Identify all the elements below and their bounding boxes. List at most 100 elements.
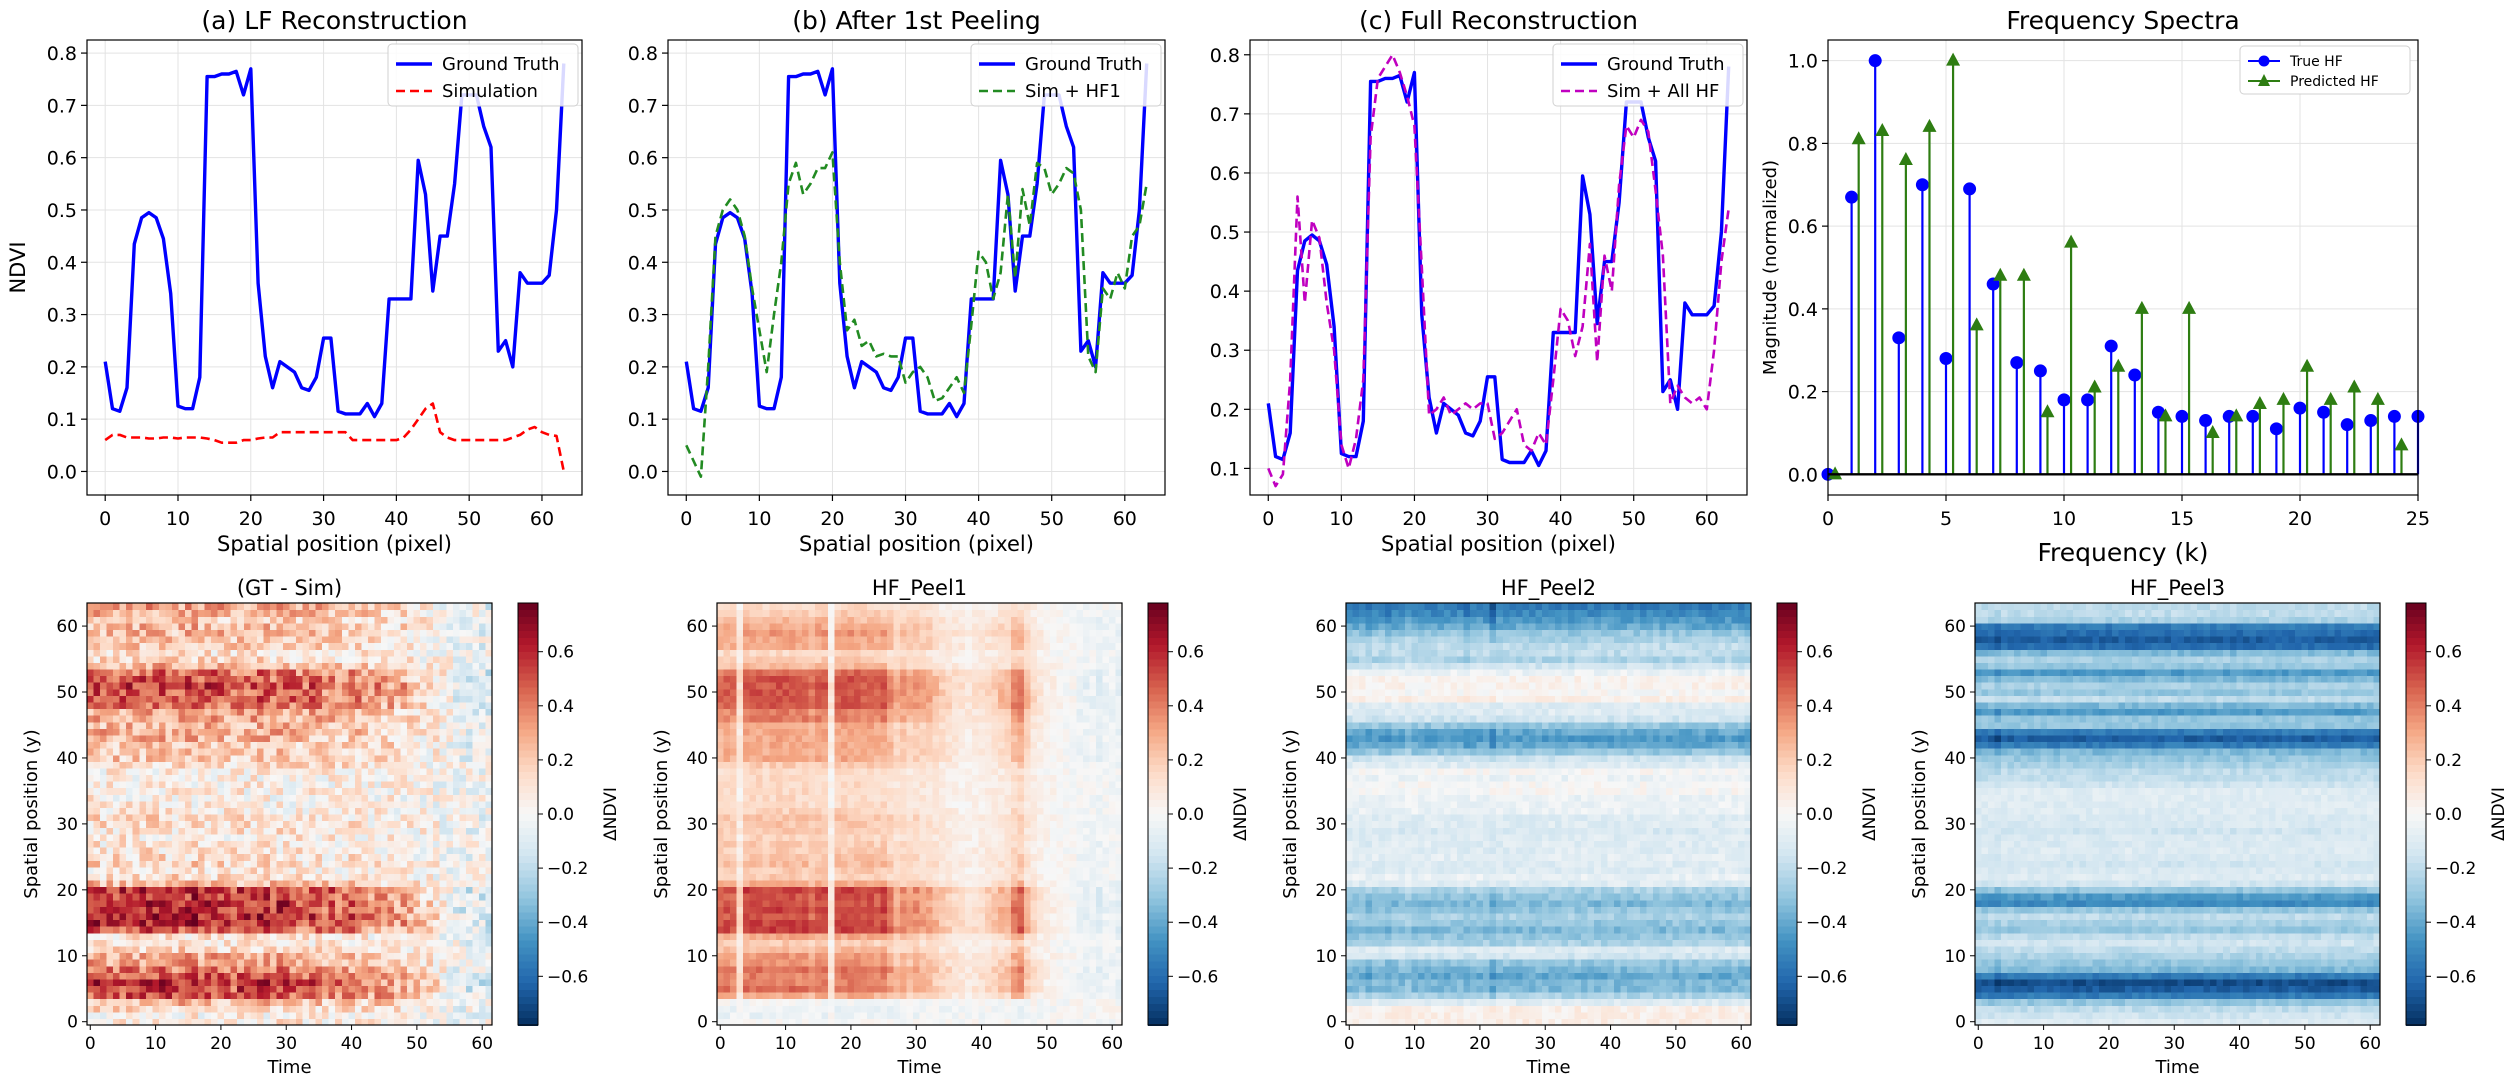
heatmap-cell	[446, 774, 454, 782]
heatmap-cell	[400, 741, 408, 749]
heatmap-cell	[158, 688, 166, 696]
heatmap-cell	[387, 827, 395, 835]
heatmap-cell	[315, 668, 323, 677]
heatmap-cell	[322, 781, 330, 789]
heatmap-cell	[178, 807, 186, 815]
heatmap-cell	[93, 972, 101, 980]
heatmap-cell	[465, 992, 473, 1000]
heatmap-cell	[296, 741, 304, 749]
heatmap-cell	[269, 741, 278, 749]
heatmap-cell	[407, 893, 415, 901]
heatmap-cell	[282, 800, 291, 808]
heatmap-cell	[230, 701, 238, 710]
heatmap-cell	[302, 814, 310, 822]
heatmap-cell	[387, 814, 395, 822]
heatmap-cell	[880, 992, 888, 1000]
heatmap-cell	[1043, 985, 1051, 993]
heatmap-cell	[178, 853, 186, 861]
heatmap-cell	[361, 655, 369, 663]
heatmap-cell	[322, 754, 330, 762]
x-axis-label: Spatial position (pixel)	[217, 532, 452, 556]
heatmap-cell	[452, 787, 460, 795]
heatmap-cell	[269, 978, 278, 987]
heatmap-cell	[361, 886, 369, 894]
heatmap-cell	[374, 794, 382, 802]
heatmap-cell	[433, 721, 441, 729]
heatmap-cell	[400, 609, 408, 617]
heatmap-cell	[165, 932, 173, 940]
heatmap-cell	[322, 748, 330, 756]
y-tick-label: 0.8	[628, 43, 658, 65]
heatmap-cell	[100, 668, 108, 677]
heatmap-cell	[472, 1011, 480, 1019]
heatmap-cell	[289, 820, 297, 828]
heatmap-cell	[145, 939, 153, 947]
heatmap-cell	[132, 833, 140, 841]
heatmap-cell	[296, 945, 304, 954]
heatmap-cell	[354, 721, 362, 729]
heatmap-cell	[1069, 965, 1077, 973]
heatmap-cell	[426, 919, 434, 927]
heatmap-cell	[250, 701, 258, 710]
heatmap-cell	[834, 985, 842, 993]
heatmap-cell	[217, 945, 225, 954]
heatmap-cell	[237, 992, 245, 1000]
heatmap-cell	[400, 978, 408, 987]
heatmap-cell	[485, 840, 493, 848]
heatmap-cell	[1095, 992, 1103, 1000]
heatmap-cell	[139, 998, 147, 1006]
heatmap-cell	[256, 655, 264, 663]
heatmap-cell	[276, 748, 284, 756]
heatmap-cell	[886, 998, 894, 1006]
heatmap-cell	[367, 682, 376, 690]
heatmap-cell	[230, 635, 238, 644]
heatmap-cell	[485, 616, 493, 624]
heatmap-cell	[250, 860, 258, 868]
heatmap-cell	[263, 912, 271, 921]
heatmap-cell	[939, 972, 947, 980]
heatmap-cell	[723, 985, 731, 993]
heatmap-cell	[132, 860, 140, 868]
heatmap-cell	[420, 1005, 428, 1013]
heatmap-cell	[400, 1018, 408, 1026]
heatmap-cell	[341, 939, 349, 947]
heatmap-cell	[100, 985, 108, 993]
heatmap-cell	[991, 1018, 999, 1026]
heatmap-cell	[171, 715, 180, 723]
heatmap-cell	[289, 992, 297, 1000]
heatmap-cell	[139, 662, 147, 670]
heatmap-cell	[828, 1005, 836, 1013]
heatmap-cell	[361, 833, 369, 841]
heatmap-cell	[243, 866, 251, 874]
heatmap-cell	[119, 695, 127, 703]
heatmap-cell	[132, 655, 140, 663]
heatmap-cell	[328, 807, 336, 815]
heatmap-cell	[211, 985, 219, 993]
heatmap-cell	[465, 926, 473, 934]
heatmap-cell	[749, 1005, 757, 1013]
heatmap-cell	[230, 912, 238, 921]
heatmap-cell	[926, 972, 934, 980]
heatmap-cell	[256, 959, 264, 967]
heatmap-cell	[171, 827, 180, 835]
heatmap-cell	[237, 800, 245, 808]
colorbar-segment	[518, 722, 538, 731]
heatmap-cell	[821, 959, 829, 967]
heatmap-cell	[256, 972, 264, 980]
heatmap-cell	[361, 846, 369, 855]
heatmap-cell	[361, 959, 369, 967]
heatmap-cell	[446, 820, 454, 828]
heatmap-cell	[459, 748, 467, 756]
heatmap-cell	[446, 794, 454, 802]
heatmap-cell	[446, 609, 454, 617]
heatmap-cell	[145, 1011, 153, 1019]
heatmap-cell	[978, 978, 986, 987]
heatmap-cell	[296, 708, 304, 716]
heatmap-cell	[269, 939, 278, 947]
heatmap-cell	[374, 655, 382, 663]
heatmap-cell	[472, 715, 480, 723]
heatmap-cell	[932, 1011, 940, 1019]
heatmap-cell	[309, 1018, 317, 1026]
heatmap-cell	[119, 1011, 127, 1019]
heatmap-cell	[420, 609, 428, 617]
